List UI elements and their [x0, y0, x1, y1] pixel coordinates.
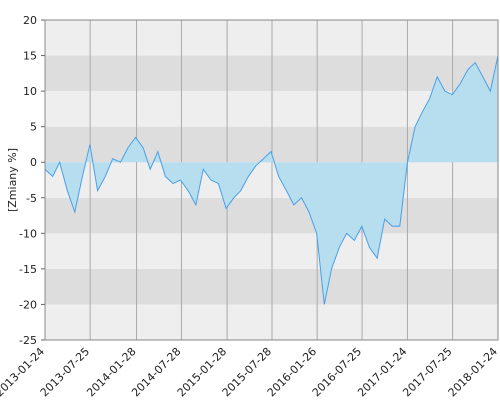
y-tick-label: 15	[23, 50, 37, 63]
y-tick-label: -25	[19, 334, 37, 347]
plot-frame	[44, 19, 499, 341]
x-tick-label: 2018-01-24	[446, 345, 500, 399]
y-tick-label: 10	[23, 85, 37, 98]
y-tick-label: 20	[23, 14, 37, 27]
line	[44, 55, 499, 305]
y-axis-label: [Zmiany %]	[6, 148, 19, 212]
y-tick-label: -20	[19, 298, 37, 311]
y-tick-label: -15	[19, 263, 37, 276]
y-tick-label: 5	[30, 121, 37, 134]
y-tick-label: -5	[26, 192, 37, 205]
y-tick-label: -10	[19, 227, 37, 240]
y-tick-label: 0	[30, 156, 37, 169]
